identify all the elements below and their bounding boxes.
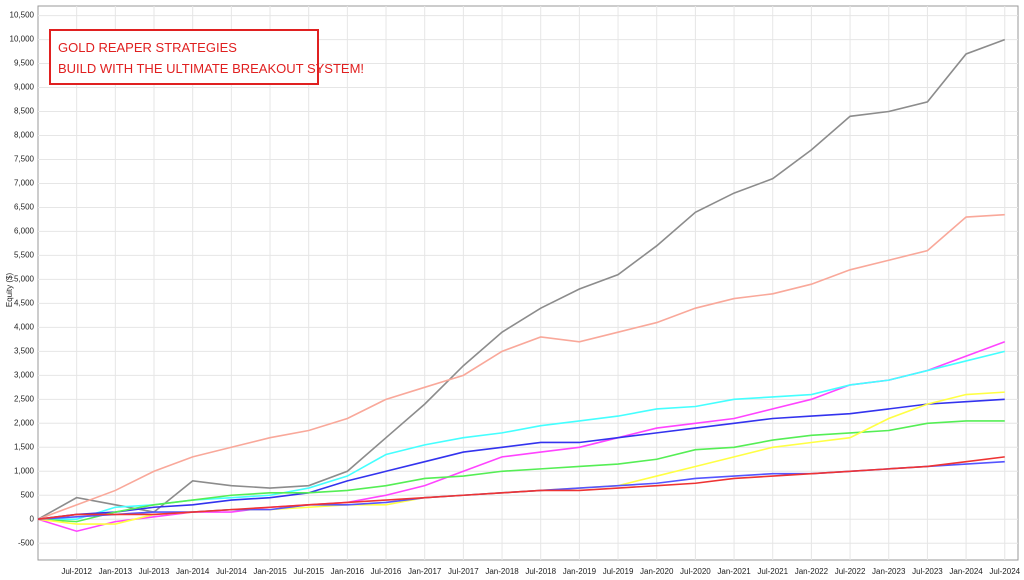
- y-tick-label: 8,500: [14, 107, 35, 116]
- x-tick-label: Jul-2015: [293, 567, 324, 576]
- y-tick-label: 3,000: [14, 370, 35, 379]
- x-tick-label: Jul-2016: [371, 567, 402, 576]
- x-tick-label: Jul-2014: [216, 567, 247, 576]
- y-tick-label: 3,500: [14, 346, 35, 355]
- y-tick-label: 6,000: [14, 227, 35, 236]
- y-axis-label: Equity ($): [5, 273, 14, 308]
- x-tick-label: Jan-2020: [640, 567, 674, 576]
- x-tick-label: Jul-2017: [448, 567, 479, 576]
- x-tick-label: Jul-2018: [525, 567, 556, 576]
- series-line: [37, 420, 1005, 523]
- plot-area: [37, 5, 1019, 561]
- y-tick-label: 2,000: [14, 418, 35, 427]
- x-tick-label: Jul-2012: [61, 567, 92, 576]
- x-tick-label: Jan-2018: [485, 567, 519, 576]
- x-tick-label: Jan-2023: [872, 567, 906, 576]
- x-tick-label: Jan-2021: [717, 567, 751, 576]
- x-tick-label: Jan-2017: [408, 567, 442, 576]
- annotation-box: [49, 29, 319, 85]
- x-tick-label: Jan-2024: [949, 567, 983, 576]
- y-tick-label: 4,500: [14, 298, 35, 307]
- x-tick-label: Jul-2020: [680, 567, 711, 576]
- y-tick-label: 9,000: [14, 83, 35, 92]
- y-tick-label: -500: [18, 538, 35, 547]
- x-tick-label: Jul-2021: [757, 567, 788, 576]
- y-tick-label: 500: [21, 490, 35, 499]
- y-tick-label: 0: [30, 514, 35, 523]
- x-tick-label: Jul-2022: [835, 567, 866, 576]
- y-tick-label: 1,500: [14, 442, 35, 451]
- y-tick-label: 7,000: [14, 179, 35, 188]
- lines: [37, 38, 1006, 533]
- x-tick-label: Jan-2013: [99, 567, 133, 576]
- series-line: [37, 456, 1005, 521]
- y-tick-label: 1,000: [14, 466, 35, 475]
- x-tick-label: Jul-2024: [989, 567, 1020, 576]
- series-line: [37, 213, 1005, 520]
- y-tick-label: 8,000: [14, 131, 35, 140]
- y-tick-label: 4,000: [14, 322, 35, 331]
- x-tick-label: Jan-2019: [563, 567, 597, 576]
- x-tick-label: Jan-2015: [253, 567, 287, 576]
- annotation: GOLD REAPER STRATEGIES: [58, 40, 237, 55]
- annotation: BUILD WITH THE ULTIMATE BREAKOUT SYSTEM!: [58, 61, 364, 76]
- grid: [38, 6, 1018, 560]
- x-tick-label: Jan-2016: [331, 567, 365, 576]
- x-tick-label: Jan-2022: [795, 567, 829, 576]
- series-line: [37, 398, 1005, 521]
- series-line: [37, 38, 1006, 520]
- y-tick-label: 7,500: [14, 155, 35, 164]
- y-tick-label: 5,500: [14, 251, 35, 260]
- x-tick-label: Jul-2013: [139, 567, 170, 576]
- y-tick-label: 2,500: [14, 394, 35, 403]
- y-tick-label: 10,500: [10, 11, 35, 20]
- y-tick-label: 9,500: [14, 59, 35, 68]
- x-tick-label: Jan-2014: [176, 567, 210, 576]
- y-tick-label: 6,500: [14, 203, 35, 212]
- y-tick-label: 5,000: [14, 275, 35, 284]
- x-tick-label: Jul-2019: [603, 567, 634, 576]
- y-tick-label: 10,000: [10, 35, 35, 44]
- x-tick-label: Jul-2023: [912, 567, 943, 576]
